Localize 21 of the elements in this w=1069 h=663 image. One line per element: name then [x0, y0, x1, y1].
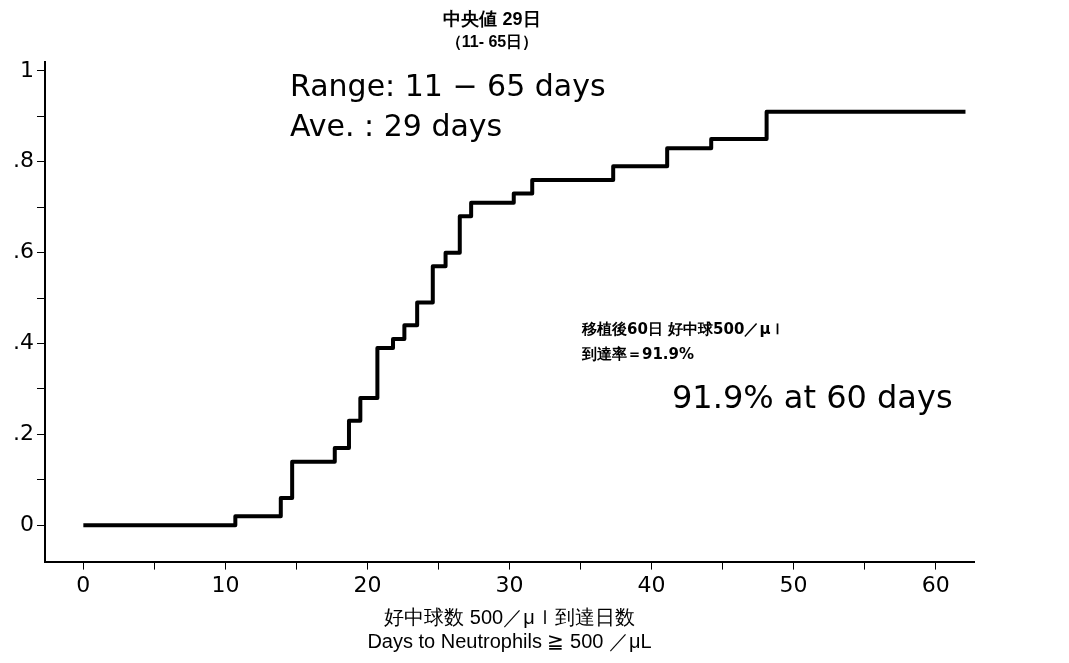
y-tick-label: .4 — [12, 329, 34, 355]
annotation: 移植後60日 好中球500／μｌ — [582, 320, 786, 339]
annotation: Range: 11 − 65 days — [290, 68, 606, 103]
x-tick-label: 20 — [353, 571, 382, 597]
y-tick-label: 1 — [19, 56, 34, 82]
annotation: Ave. : 29 days — [290, 108, 503, 143]
chart-title: 中央値 29日 — [443, 8, 541, 29]
x-tick-label: 10 — [211, 571, 240, 597]
y-tick-label: 0 — [19, 510, 34, 536]
annotation: 91.9% at 60 days — [672, 378, 953, 416]
x-tick-label: 40 — [637, 571, 666, 597]
x-tick-label: 0 — [76, 571, 91, 597]
chart-subtitle: （11- 65日） — [445, 32, 539, 51]
x-tick-label: 60 — [921, 571, 950, 597]
x-tick-label: 50 — [779, 571, 808, 597]
x-axis-title: 好中球数 500／μｌ到達日数 Days to Neutrophils ≧ 500 ／μL — [367, 605, 652, 652]
y-tick-label: .8 — [12, 147, 34, 173]
y-tick-label: .2 — [12, 420, 34, 446]
x-tick-label: 30 — [495, 571, 524, 597]
annotation: 到達率＝91.9% — [582, 345, 695, 364]
y-tick-label: .6 — [12, 238, 34, 264]
